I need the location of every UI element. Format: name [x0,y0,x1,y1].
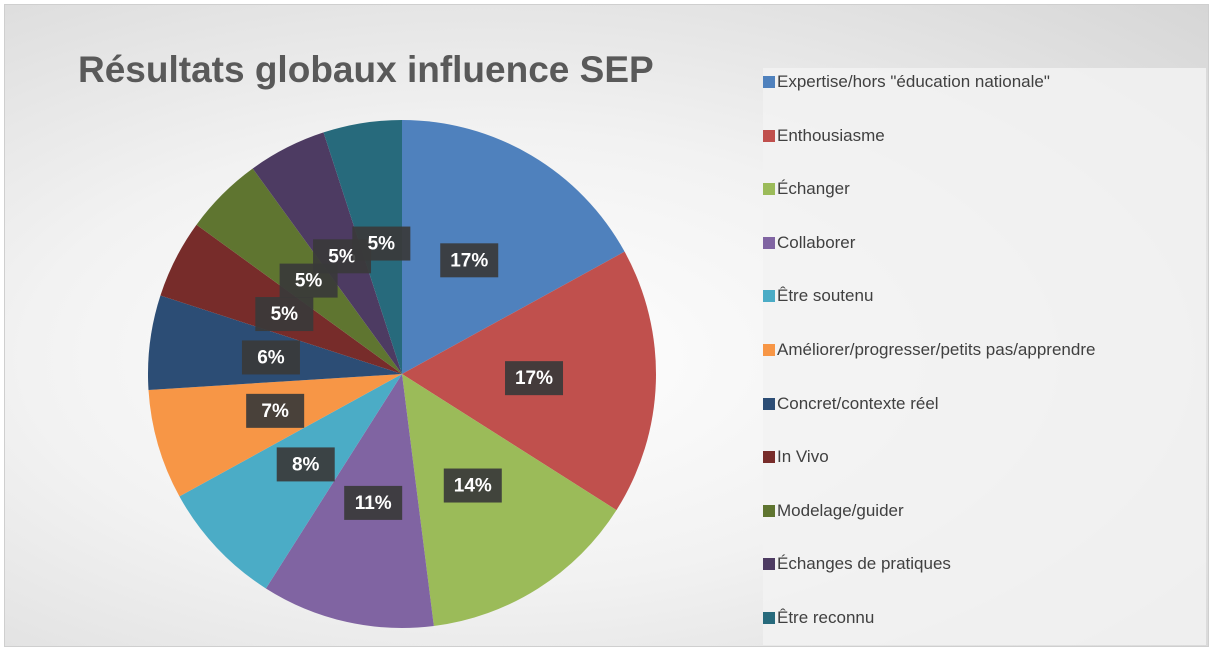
legend-entry: Être reconnu [763,607,1143,628]
data-label: 8% [292,454,320,475]
legend-label: Être soutenu [777,286,874,306]
legend-entry: In Vivo [763,446,1143,467]
legend-label: Enthousiasme [777,125,885,145]
legend-entry: Améliorer/progresser/petits pas/apprendr… [763,339,1143,360]
data-label-box [276,447,335,482]
data-label-box [246,393,305,428]
legend-label: Concret/contexte réel [777,393,939,413]
legend-swatch [763,76,775,88]
legend-label: Être reconnu [777,608,875,627]
data-label-box [505,361,564,396]
legend-entry: Concret/contexte réel [763,393,1143,414]
legend-swatch [763,558,775,571]
legend-swatch [763,129,775,142]
pie-slice [402,374,617,626]
data-label: 5% [368,234,396,255]
data-label: 5% [328,246,356,267]
legend-entry: Échanger [763,178,1143,199]
data-label-box [344,485,403,520]
legend-swatch [763,504,775,517]
data-label-box [255,297,314,332]
chart-title: Résultats globaux influence SEP [78,49,654,90]
legend-entry: Être soutenu [763,285,1143,306]
legend-label: In Vivo [777,447,829,467]
data-label: 11% [355,493,392,514]
data-label: 7% [261,401,289,422]
data-label-box [443,468,502,503]
pie-slice [402,120,625,374]
data-label: 6% [257,347,285,368]
legend-label: Collaborer [777,232,856,252]
legend-label: Expertise/hors "éducation nationale" [777,72,1050,91]
legend-entry: Expertise/hors "éducation nationale" [763,71,1143,92]
legend-entry: Échanges de pratiques [763,553,1143,574]
legend-swatch [763,344,775,356]
legend-swatch [763,236,775,249]
legend-swatch [763,397,775,410]
data-label-box [352,226,411,261]
legend-swatch [763,290,775,303]
data-label-box [241,340,300,375]
data-label: 17% [450,250,488,271]
data-label: 5% [295,271,323,292]
legend-label: Modelage/guider [777,500,904,520]
data-label: 14% [454,476,492,497]
legend: Expertise/hors "éducation nationale" Enth… [763,68,1206,645]
legend-label: Améliorer/progresser/petits pas/apprendr… [777,340,1096,359]
legend-entry: Enthousiasme [763,125,1143,146]
pie-slice [148,374,402,497]
legend-swatch [763,451,775,464]
legend-label: Échanger [777,179,850,199]
legend-entry: Modelage/guider [763,500,1143,521]
legend-swatch [763,612,775,624]
legend-swatch [763,183,775,196]
legend-label: Échanges de pratiques [777,554,951,574]
data-label: 5% [271,304,299,325]
data-label: 17% [515,368,553,389]
data-label-box [440,243,499,278]
legend-entry: Collaborer [763,232,1143,253]
